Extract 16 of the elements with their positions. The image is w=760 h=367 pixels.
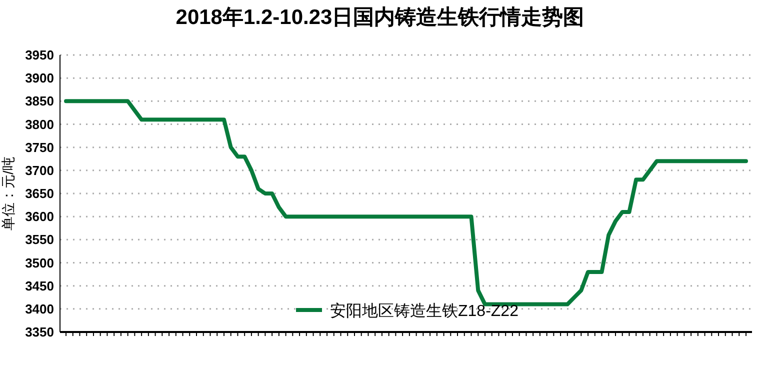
legend-label: 安阳地区铸造生铁Z18-Z22 (330, 302, 519, 320)
y-tick-label: 3850 (25, 94, 54, 109)
y-tick-label: 3550 (25, 232, 54, 248)
y-tick-label: 3350 (25, 324, 54, 340)
y-tick-label: 3750 (25, 140, 54, 155)
y-tick-label: 3600 (25, 209, 54, 224)
y-tick-label: 3950 (25, 48, 54, 62)
y-tick-label: 3400 (25, 301, 54, 316)
chart-title: 2018年1.2-10.23日国内铸造生铁行情走势图 (176, 6, 584, 29)
y-tick-label: 3900 (25, 70, 54, 86)
y-tick-label: 3500 (25, 255, 54, 270)
y-tick-label: 3700 (25, 162, 54, 178)
y-axis-title: 单位：元/吨 (0, 156, 16, 230)
y-tick-label: 3650 (25, 186, 54, 201)
y-tick-label: 3450 (25, 278, 54, 294)
y-tick-label: 3800 (25, 116, 54, 132)
